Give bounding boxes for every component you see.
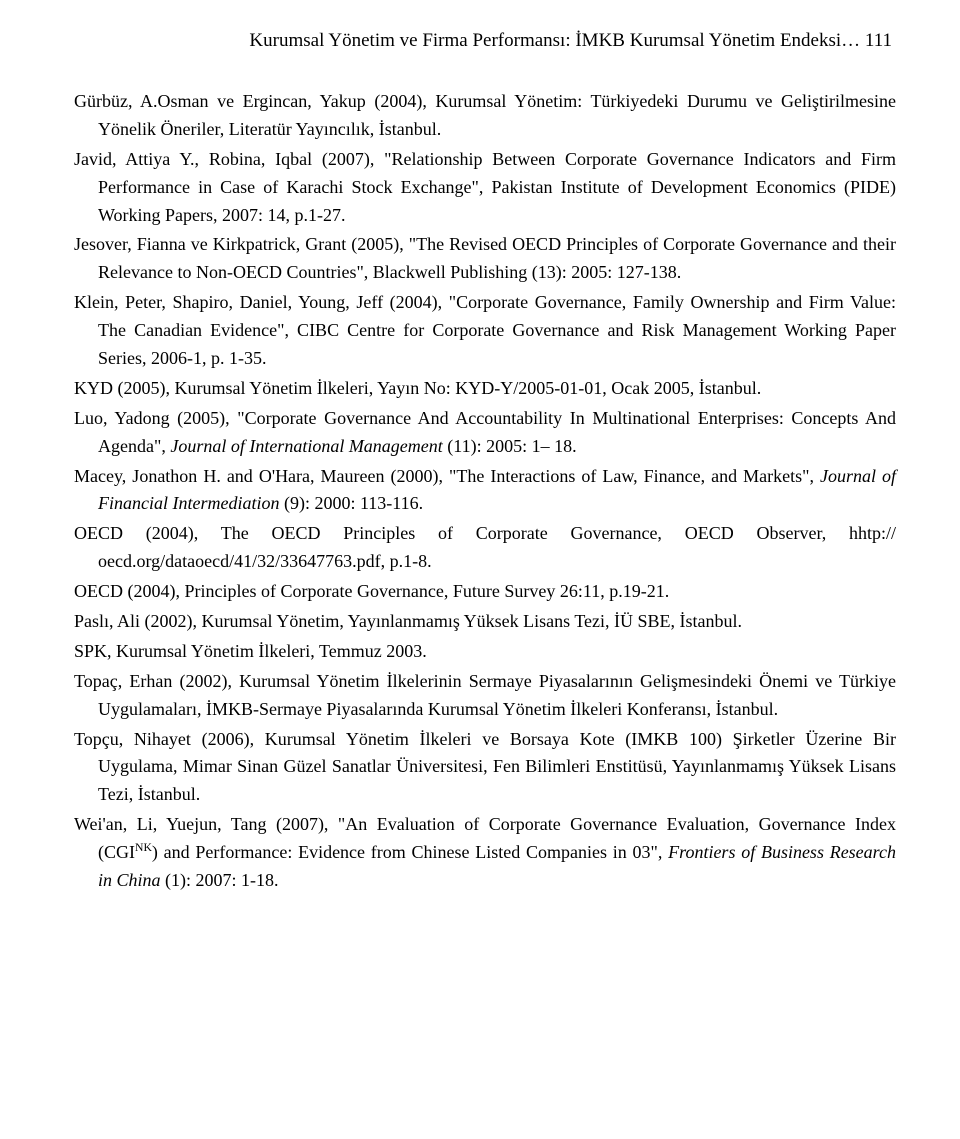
reference-entry: Klein, Peter, Shapiro, Daniel, Young, Je…: [74, 289, 896, 373]
reference-entry: SPK, Kurumsal Yönetim İlkeleri, Temmuz 2…: [74, 638, 896, 666]
ref-journal: Journal of International Management: [170, 436, 442, 456]
ref-text: (11): 2005: 1– 18.: [443, 436, 577, 456]
reference-entry: Paslı, Ali (2002), Kurumsal Yönetim, Yay…: [74, 608, 896, 636]
ref-text: KYD (2005), Kurumsal Yönetim İlkeleri, Y…: [74, 378, 761, 398]
ref-text: SPK, Kurumsal Yönetim İlkeleri, Temmuz 2…: [74, 641, 427, 661]
reference-entry: Gürbüz, A.Osman ve Ergincan, Yakup (2004…: [74, 88, 896, 144]
ref-text: Javid, Attiya Y., Robina, Iqbal (2007), …: [74, 149, 896, 225]
reference-entry: Wei'an, Li, Yuejun, Tang (2007), "An Eva…: [74, 811, 896, 895]
reference-entry: OECD (2004), The OECD Principles of Corp…: [74, 520, 896, 576]
ref-text: (1): 2007: 1-18.: [161, 870, 279, 890]
ref-text: Klein, Peter, Shapiro, Daniel, Young, Je…: [74, 292, 896, 368]
ref-text: OECD (2004), Principles of Corporate Gov…: [74, 581, 669, 601]
reference-entry: OECD (2004), Principles of Corporate Gov…: [74, 578, 896, 606]
reference-entry: KYD (2005), Kurumsal Yönetim İlkeleri, Y…: [74, 375, 896, 403]
ref-text: Jesover, Fianna ve Kirkpatrick, Grant (2…: [74, 234, 896, 282]
ref-text: Paslı, Ali (2002), Kurumsal Yönetim, Yay…: [74, 611, 742, 631]
ref-text: (9): 2000: 113-116.: [279, 493, 423, 513]
ref-text: ) and Performance: Evidence from Chinese…: [152, 842, 668, 862]
ref-superscript: NK: [135, 841, 152, 854]
reference-entry: Macey, Jonathon H. and O'Hara, Maureen (…: [74, 463, 896, 519]
ref-text: Gürbüz, A.Osman ve Ergincan, Yakup (2004…: [74, 91, 896, 139]
ref-text: Macey, Jonathon H. and O'Hara, Maureen (…: [74, 466, 820, 486]
ref-text: Topaç, Erhan (2002), Kurumsal Yönetim İl…: [74, 671, 896, 719]
references-list: Gürbüz, A.Osman ve Ergincan, Yakup (2004…: [74, 88, 896, 895]
reference-entry: Javid, Attiya Y., Robina, Iqbal (2007), …: [74, 146, 896, 230]
reference-entry: Jesover, Fianna ve Kirkpatrick, Grant (2…: [74, 231, 896, 287]
reference-entry: Luo, Yadong (2005), "Corporate Governanc…: [74, 405, 896, 461]
running-header: Kurumsal Yönetim ve Firma Performansı: İ…: [74, 30, 896, 52]
reference-entry: Topçu, Nihayet (2006), Kurumsal Yönetim …: [74, 726, 896, 810]
ref-text: OECD (2004), The OECD Principles of Corp…: [74, 523, 896, 571]
ref-text: Topçu, Nihayet (2006), Kurumsal Yönetim …: [74, 729, 896, 805]
reference-entry: Topaç, Erhan (2002), Kurumsal Yönetim İl…: [74, 668, 896, 724]
